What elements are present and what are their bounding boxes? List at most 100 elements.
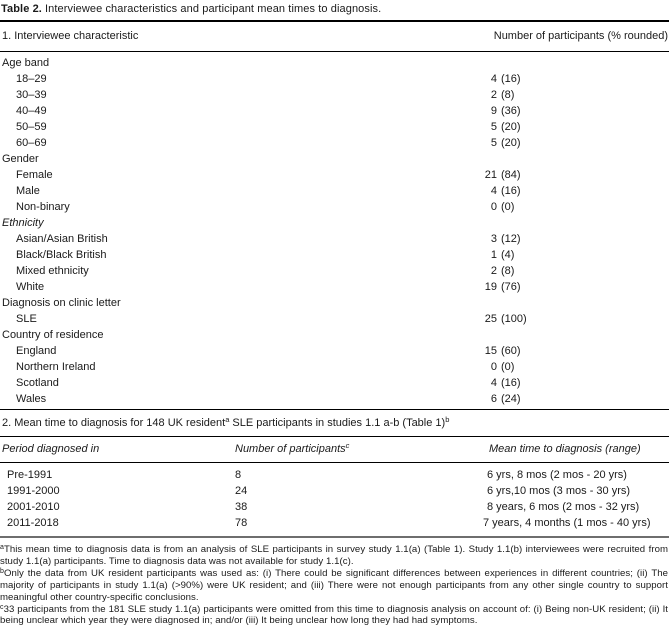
group-label-row: Diagnosis on clinic letter bbox=[0, 295, 669, 311]
row-label: 40–49 bbox=[16, 105, 47, 117]
table-row: England 15 (60) bbox=[0, 343, 669, 359]
row-count: 1 bbox=[490, 249, 497, 261]
row-value: 15 (60) bbox=[477, 343, 521, 359]
row-count: 3 bbox=[490, 233, 497, 245]
group-label: Country of residence bbox=[2, 329, 104, 341]
table-row: 1991-2000 24 6 yrs,10 mos (3 mos - 30 yr… bbox=[0, 483, 669, 499]
row-label: Mixed ethnicity bbox=[16, 265, 89, 277]
part2-header-text: 2. Mean time to diagnosis for 148 UK res… bbox=[2, 417, 226, 429]
row-value: 4 (16) bbox=[477, 71, 521, 87]
row-count: 4 bbox=[490, 377, 497, 389]
group-label-row: Age band bbox=[0, 55, 669, 71]
row-percent: (8) bbox=[501, 89, 515, 101]
part1-col1-header: 1. Interviewee characteristic bbox=[2, 30, 139, 42]
row-count: 15 bbox=[484, 345, 497, 357]
row-percent: (60) bbox=[501, 345, 521, 357]
group-label: Gender bbox=[2, 153, 39, 165]
part1-col2-header: Number of participants (% rounded) bbox=[493, 30, 668, 42]
table-row: 50–59 5 (20) bbox=[0, 119, 669, 135]
group-label: Ethnicity bbox=[2, 217, 44, 229]
row-value: 9 (36) bbox=[477, 103, 521, 119]
footnote-marker-b: b bbox=[445, 415, 450, 424]
row-percent: (12) bbox=[501, 233, 521, 245]
group-label-row: Country of residence bbox=[0, 327, 669, 343]
footnotes: aThis mean time to diagnosis data is fro… bbox=[0, 544, 669, 627]
row-label: Male bbox=[16, 185, 40, 197]
row-label: Non-binary bbox=[16, 201, 70, 213]
table-row: White 19 (76) bbox=[0, 279, 669, 295]
table-row: Asian/Asian British 3 (12) bbox=[0, 231, 669, 247]
table-row: Female 21 (84) bbox=[0, 167, 669, 183]
row-label: Northern Ireland bbox=[16, 361, 96, 373]
row-value: 0 (0) bbox=[477, 359, 515, 375]
row-value: 0 (0) bbox=[477, 199, 515, 215]
row-percent: (76) bbox=[501, 281, 521, 293]
part2-header: 2. Mean time to diagnosis for 148 UK res… bbox=[0, 410, 669, 436]
period-cell: 2011-2018 bbox=[7, 517, 59, 529]
part2-col2-header: Number of participantsc bbox=[235, 437, 349, 462]
table-row: SLE 25 (100) bbox=[0, 311, 669, 327]
row-count: 25 bbox=[484, 313, 497, 325]
row-count: 6 bbox=[490, 393, 497, 405]
top-rule bbox=[0, 20, 669, 22]
row-count: 5 bbox=[490, 121, 497, 133]
row-percent: (0) bbox=[501, 361, 515, 373]
table-row: 30–39 2 (8) bbox=[0, 87, 669, 103]
row-value: 5 (20) bbox=[477, 135, 521, 151]
table-row: Mixed ethnicity 2 (8) bbox=[0, 263, 669, 279]
row-label: Black/Black British bbox=[16, 249, 107, 261]
row-count: 5 bbox=[490, 137, 497, 149]
row-percent: (16) bbox=[501, 185, 521, 197]
row-count: 19 bbox=[484, 281, 497, 293]
row-count: 2 bbox=[490, 265, 497, 277]
table-row: Northern Ireland 0 (0) bbox=[0, 359, 669, 375]
part1-header-rule bbox=[0, 51, 669, 52]
row-label: Female bbox=[16, 169, 53, 181]
part2-col3-header: Mean time to diagnosis (range) bbox=[489, 443, 641, 455]
row-label: 60–69 bbox=[16, 137, 47, 149]
row-count: 0 bbox=[490, 361, 497, 373]
table-row: 2011-2018 78 7 years, 4 months (1 mos - … bbox=[0, 515, 669, 531]
table-row: 2001-2010 38 8 years, 6 mos (2 mos - 32 … bbox=[0, 499, 669, 515]
row-label: England bbox=[16, 345, 57, 357]
footnote-b: bOnly the data from UK resident particip… bbox=[0, 568, 668, 604]
row-label: 18–29 bbox=[16, 73, 47, 85]
footnote-a-marker: a bbox=[0, 544, 4, 551]
row-value: 6 (24) bbox=[477, 391, 521, 407]
table-row: Non-binary 0 (0) bbox=[0, 199, 669, 215]
footnote-b-marker: b bbox=[0, 567, 4, 575]
row-value: 3 (12) bbox=[477, 231, 521, 247]
participants-cell: 78 bbox=[235, 517, 248, 529]
footnote-b-text: Only the data from UK resident participa… bbox=[0, 567, 668, 603]
row-percent: (84) bbox=[501, 169, 521, 181]
part2-header-text: SLE participants in studies 1.1 a-b (Tab… bbox=[229, 417, 446, 429]
row-percent: (16) bbox=[501, 73, 521, 85]
row-value: 2 (8) bbox=[477, 263, 515, 279]
participants-cell: 8 bbox=[235, 469, 242, 481]
row-count: 2 bbox=[490, 89, 497, 101]
participants-cell: 24 bbox=[235, 485, 248, 497]
row-count: 9 bbox=[490, 105, 497, 117]
group-label: Diagnosis on clinic letter bbox=[2, 297, 121, 309]
footnote-a: aThis mean time to diagnosis data is fro… bbox=[0, 544, 668, 568]
row-percent: (20) bbox=[501, 121, 521, 133]
row-count: 4 bbox=[490, 185, 497, 197]
footnote-c-marker: c bbox=[0, 603, 4, 611]
period-cell: 2001-2010 bbox=[7, 501, 60, 513]
group-label-row: Gender bbox=[0, 151, 669, 167]
part1-bottom-rule bbox=[0, 409, 669, 410]
participants-cell: 38 bbox=[235, 501, 248, 513]
mean-time-cell: 7 years, 4 months (1 mos - 40 yrs) bbox=[483, 517, 651, 529]
table-row: 40–49 9 (36) bbox=[0, 103, 669, 119]
group-label: Age band bbox=[2, 57, 50, 69]
footnote-marker-c: c bbox=[345, 441, 350, 450]
period-cell: Pre-1991 bbox=[7, 469, 53, 481]
row-label: Scotland bbox=[16, 377, 59, 389]
row-value: 21 (84) bbox=[477, 167, 521, 183]
footnote-c-text: 33 participants from the 181 SLE study 1… bbox=[0, 603, 668, 627]
row-count: 21 bbox=[484, 169, 497, 181]
period-cell: 1991-2000 bbox=[7, 485, 60, 497]
row-percent: (100) bbox=[501, 313, 527, 325]
row-value: 2 (8) bbox=[477, 87, 515, 103]
